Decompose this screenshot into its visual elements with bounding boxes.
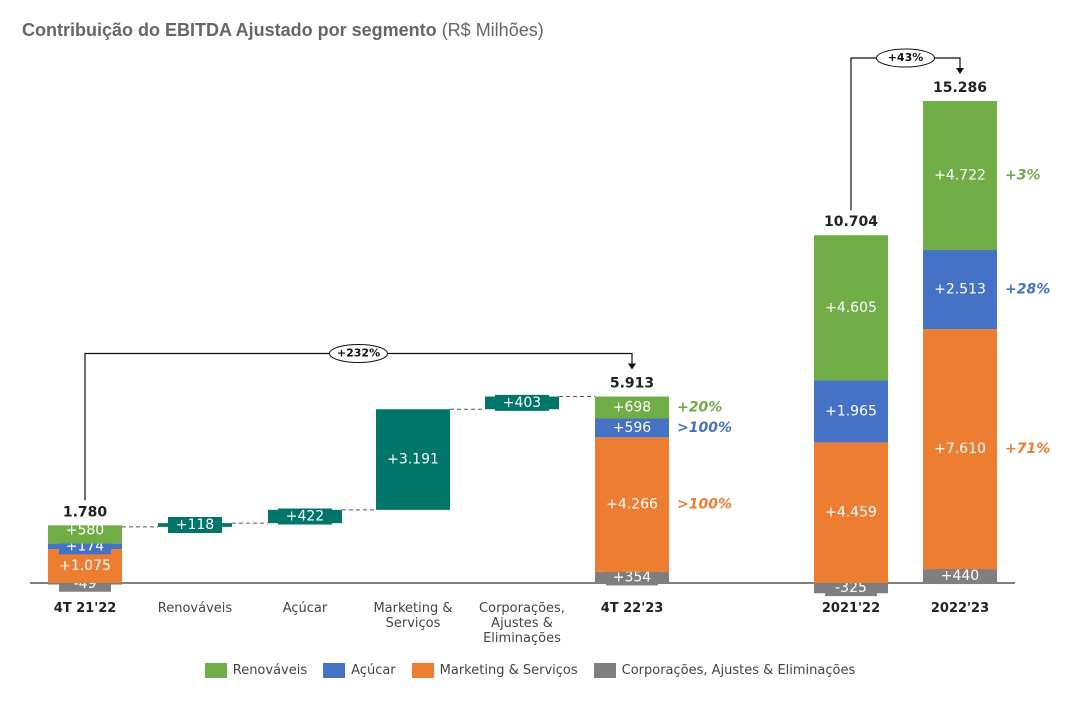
segment <box>48 549 122 583</box>
segment-label: +596 <box>613 420 652 436</box>
step-label-box <box>495 394 549 411</box>
growth-label: +3% <box>1005 167 1041 183</box>
segment-label: +440 <box>941 568 979 584</box>
title-block: Contribuição do EBITDA Ajustado por segm… <box>22 20 544 41</box>
segment <box>814 442 888 583</box>
segment <box>814 380 888 443</box>
x-tick-label: Marketing & Serviços <box>373 601 453 631</box>
x-tick-label: 2022'23 <box>930 601 990 616</box>
legend-item: Renováveis <box>204 663 308 678</box>
x-tick-label: 4T 21'22 <box>53 601 117 616</box>
total-label: 5.913 <box>610 376 654 392</box>
step-label: +3.191 <box>387 452 439 468</box>
legend-item: Marketing & Serviços <box>411 663 578 678</box>
x-tick-label: 2021'22 <box>821 601 881 616</box>
segment-label: +1.965 <box>825 403 877 419</box>
growth-label: +28% <box>1005 282 1050 298</box>
total-label: 1.780 <box>63 504 108 520</box>
total-label: 10.704 <box>824 214 878 230</box>
annotation-label: +232% <box>337 347 380 360</box>
chart-subtitle: (R$ Milhões) <box>441 20 544 40</box>
annotation-connector <box>84 352 633 501</box>
legend-swatch <box>323 663 346 678</box>
segment <box>923 329 997 570</box>
segment-label: +4.605 <box>825 300 877 316</box>
segment <box>923 249 997 330</box>
segment <box>48 525 122 544</box>
legend-item: Açúcar <box>323 663 396 678</box>
annotation-arrow <box>956 68 964 75</box>
segment-label-box <box>825 580 877 597</box>
x-tick-label: 4T 22'23 <box>600 601 664 616</box>
growth-label: +20% <box>677 400 722 416</box>
x-tick-label: Açúcar <box>282 601 328 616</box>
segment-label-box <box>934 568 986 585</box>
segment <box>595 396 669 419</box>
legend-label: Açúcar <box>351 663 396 678</box>
step-label-box <box>278 508 332 525</box>
segment-label: +2.513 <box>934 282 986 298</box>
growth-label: +71% <box>1005 441 1050 457</box>
legend-label: Marketing & Serviços <box>439 663 578 678</box>
legend-label: Corporações, Ajustes & Eliminações <box>621 663 856 678</box>
annotation-bubble <box>876 48 935 68</box>
legend-label: Renováveis <box>232 663 308 678</box>
segment-label: -325 <box>835 580 867 596</box>
x-tick-label: Renováveis <box>157 601 233 616</box>
segment-label: +4.266 <box>606 497 658 513</box>
legend: Renováveis Açúcar Marketing & Serviços Corp… <box>0 663 1060 678</box>
annotation-arrow <box>628 363 636 370</box>
chart-title: Contribuição do EBITDA Ajustado por segm… <box>22 20 437 40</box>
step-label: +422 <box>286 508 324 524</box>
segment-label: +4.722 <box>934 167 986 183</box>
annotation-bubble <box>329 344 388 364</box>
segment-label: +1.075 <box>59 558 111 574</box>
total-label: 15.286 <box>933 80 987 96</box>
segment-label: +698 <box>613 400 651 416</box>
legend-swatch <box>411 663 434 678</box>
segment-label: +4.459 <box>825 505 877 521</box>
segment <box>923 101 997 250</box>
step-label-box <box>168 517 222 534</box>
annotation-label: +43% <box>888 51 924 64</box>
segment <box>595 437 669 572</box>
segment <box>595 418 669 438</box>
growth-label: >100% <box>677 420 732 436</box>
segment-label: +7.610 <box>934 441 986 457</box>
step-bar <box>376 409 450 510</box>
segment <box>814 235 888 381</box>
legend-swatch <box>593 663 616 678</box>
segment-label: +580 <box>66 522 104 538</box>
legend-item: Corporações, Ajustes & Eliminações <box>593 663 856 678</box>
x-tick-label: Corporações, Ajustes & Eliminações <box>479 601 565 646</box>
segment-label-box <box>606 569 658 586</box>
segment-label: +354 <box>613 569 652 585</box>
growth-label: >100% <box>677 497 732 513</box>
legend-swatch <box>204 663 227 678</box>
step-label: +403 <box>503 395 541 411</box>
step-label: +118 <box>176 517 214 533</box>
